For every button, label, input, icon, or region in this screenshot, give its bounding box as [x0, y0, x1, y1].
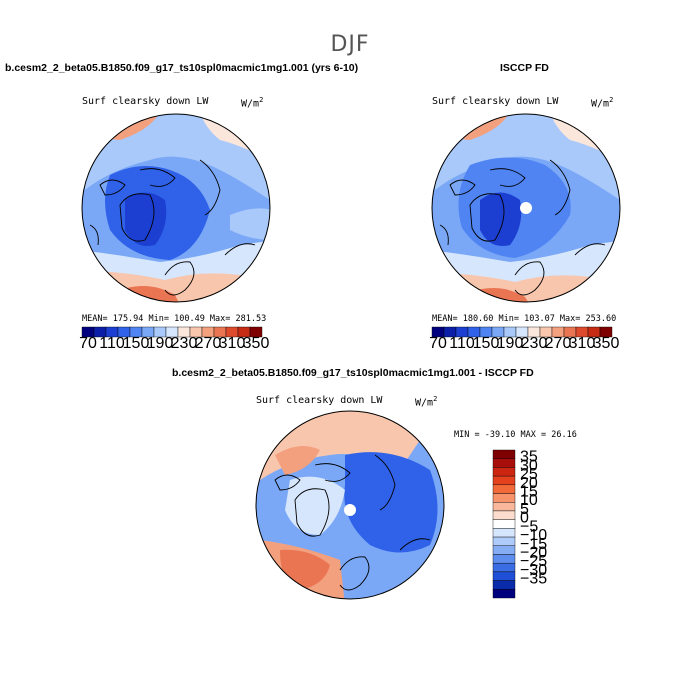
diff-stats: MIN = -39.10 MAX = 26.16 — [454, 430, 577, 440]
diff-colorbar-swatch — [492, 562, 516, 573]
model-units: W/m2 — [241, 96, 264, 110]
diff-colorbar-swatch — [492, 467, 516, 477]
diff-colorbar-swatch — [492, 580, 516, 590]
diff-units: W/m2 — [415, 395, 438, 409]
diff-colorbar-label: 5 — [520, 501, 529, 518]
obs-colorbar-swatch — [599, 326, 613, 338]
diff-colorbar-swatch — [492, 449, 516, 459]
diff-colorbar-swatch — [492, 475, 516, 486]
diff-colorbar-swatch — [492, 528, 516, 538]
diff-colorbar-label: 25 — [520, 466, 538, 483]
model-colorbar-label: 310 — [219, 335, 246, 352]
diff-colorbar-swatch — [492, 536, 516, 546]
diff-colorbar-label: 30 — [520, 457, 538, 474]
model-colorbar-swatch — [249, 326, 263, 338]
obs-colorbar-label: 190 — [497, 335, 524, 352]
diff-colorbar-swatch — [492, 493, 516, 503]
model-stats: MEAN= 175.94 Min= 100.49 Max= 281.53 — [82, 314, 267, 324]
diff-colorbar-label: −15 — [520, 536, 547, 553]
diff-colorbar-swatch — [492, 519, 516, 529]
obs-colorbar-label: 70 — [429, 335, 447, 352]
diff-colorbar-swatch — [492, 589, 516, 599]
model-variable-label: Surf clearsky down LW — [82, 96, 209, 107]
model-colorbar-label: 230 — [171, 335, 198, 352]
model-case-title: b.cesm2_2_beta05.B1850.f09_g17_ts10spl0m… — [5, 62, 359, 74]
obs-stats: MEAN= 180.60 Min= 103.07 Max= 253.60 — [432, 314, 617, 324]
obs-units: W/m2 — [591, 96, 614, 110]
obs-case-title: ISCCP FD — [500, 62, 549, 74]
diff-colorbar-label: −25 — [520, 553, 547, 570]
diff-colorbar-swatch — [492, 458, 516, 468]
diff-colorbar-swatch — [492, 554, 516, 564]
model-colorbar-label: 190 — [147, 335, 174, 352]
diff-colorbar-swatch — [492, 571, 516, 581]
obs-colorbar-label: 110 — [449, 335, 475, 352]
obs-variable-label: Surf clearsky down LW — [432, 96, 559, 107]
obs-colorbar-label: 310 — [569, 335, 596, 352]
obs-colorbar-label: 150 — [473, 335, 500, 352]
diff-variable-label: Surf clearsky down LW — [256, 395, 383, 406]
model-colorbar-label: 70 — [79, 335, 97, 352]
diff-colorbar-label: 0 — [520, 510, 529, 527]
diff-colorbar-label: −10 — [520, 527, 547, 544]
diff-colorbar-label: 20 — [520, 475, 538, 492]
diff-colorbar-swatch — [492, 545, 516, 555]
diff-colorbar-label: 15 — [520, 484, 538, 501]
diff-colorbar-label: 10 — [520, 492, 538, 509]
model-colorbar-label: 270 — [195, 335, 222, 352]
obs-colorbar-label: 270 — [545, 335, 572, 352]
diff-colorbar-swatch — [492, 502, 516, 512]
model-colorbar-label: 110 — [99, 335, 125, 352]
obs-colorbar-label: 230 — [521, 335, 548, 352]
diff-colorbar-swatch — [492, 510, 516, 520]
diff-colorbar-label: −5 — [520, 518, 538, 535]
diff-colorbar-label: 35 — [520, 449, 538, 466]
obs-colorbar-label: 350 — [593, 335, 620, 352]
diff-case-title: b.cesm2_2_beta05.B1850.f09_g17_ts10spl0m… — [172, 367, 534, 379]
diff-colorbar-swatch — [492, 484, 516, 494]
figure-title: DJF — [330, 32, 370, 57]
diff-colorbar-label: −20 — [520, 544, 547, 561]
model-colorbar-label: 350 — [243, 335, 270, 352]
model-colorbar-label: 150 — [123, 335, 150, 352]
diff-colorbar-label: −30 — [520, 562, 547, 579]
diff-colorbar-label: −35 — [520, 571, 547, 588]
